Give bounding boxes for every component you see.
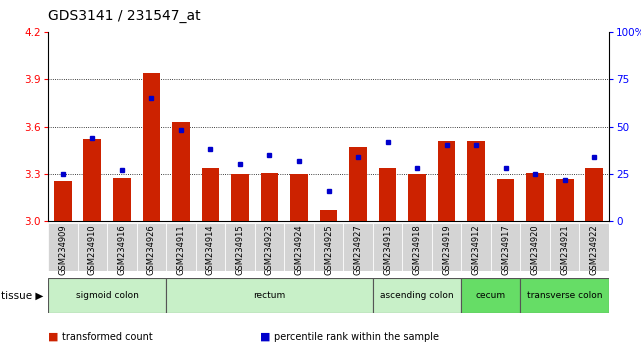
Text: GSM234915: GSM234915 [235,224,244,275]
Bar [284,223,313,271]
Text: sigmoid colon: sigmoid colon [76,291,138,300]
Text: GSM234913: GSM234913 [383,224,392,275]
Bar [403,223,432,271]
Bar [556,179,574,221]
Text: ■: ■ [260,332,270,342]
Text: GSM234918: GSM234918 [413,224,422,275]
Text: GSM234924: GSM234924 [294,224,303,275]
Text: GSM234909: GSM234909 [58,224,67,275]
Bar [78,223,107,271]
Bar [373,278,462,313]
Bar [585,167,603,221]
Bar [225,223,254,271]
Bar [142,73,160,221]
Text: GSM234926: GSM234926 [147,224,156,275]
Bar [320,210,337,221]
Text: GSM234911: GSM234911 [176,224,185,275]
Text: cecum: cecum [476,291,506,300]
Bar [261,173,278,221]
Text: transverse colon: transverse colon [527,291,603,300]
Text: GSM234919: GSM234919 [442,224,451,275]
Text: GSM234921: GSM234921 [560,224,569,275]
Text: GSM234912: GSM234912 [472,224,481,275]
Bar [526,173,544,221]
Bar [54,181,72,221]
Text: GDS3141 / 231547_at: GDS3141 / 231547_at [48,9,201,23]
Bar [579,223,609,271]
Text: GSM234920: GSM234920 [531,224,540,275]
Bar [196,223,225,271]
Text: GSM234922: GSM234922 [590,224,599,275]
Bar [48,223,78,271]
Bar [83,139,101,221]
Text: GSM234916: GSM234916 [117,224,126,275]
Bar [313,223,344,271]
Bar [107,223,137,271]
Bar [520,223,550,271]
Bar [432,223,462,271]
Text: ■: ■ [48,332,58,342]
Bar [520,278,609,313]
Bar [166,223,196,271]
Bar [373,223,403,271]
Text: rectum: rectum [253,291,286,300]
Bar [113,178,131,221]
Bar [408,174,426,221]
Text: transformed count: transformed count [62,332,153,342]
Bar [349,147,367,221]
Text: GSM234914: GSM234914 [206,224,215,275]
Text: GSM234925: GSM234925 [324,224,333,275]
Text: GSM234927: GSM234927 [354,224,363,275]
Bar [290,174,308,221]
Bar [497,179,515,221]
Text: tissue ▶: tissue ▶ [1,291,43,301]
Bar [550,223,579,271]
Bar [201,167,219,221]
Bar [491,223,520,271]
Bar [344,223,373,271]
Bar [48,278,166,313]
Bar [379,167,396,221]
Text: GSM234910: GSM234910 [88,224,97,275]
Bar [137,223,166,271]
Bar [231,174,249,221]
Bar [467,141,485,221]
Text: percentile rank within the sample: percentile rank within the sample [274,332,438,342]
Bar [462,223,491,271]
Bar [166,278,373,313]
Text: GSM234917: GSM234917 [501,224,510,275]
Bar [438,141,456,221]
Text: ascending colon: ascending colon [380,291,454,300]
Bar [254,223,284,271]
Bar [462,278,520,313]
Text: GSM234923: GSM234923 [265,224,274,275]
Bar [172,122,190,221]
